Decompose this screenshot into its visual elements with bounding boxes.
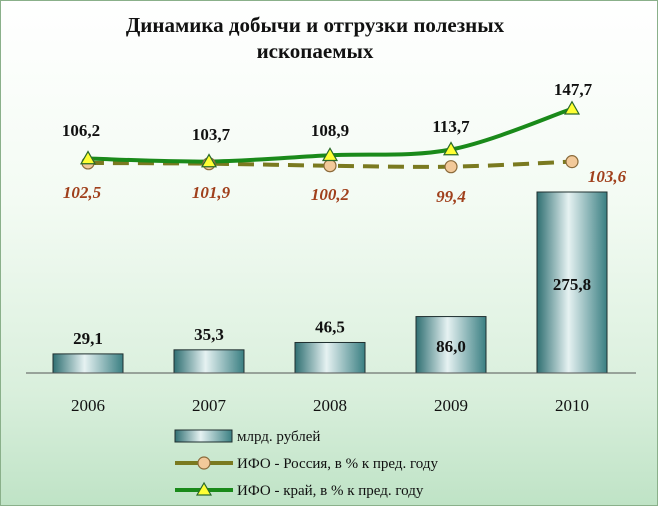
ifo-krai-label: 108,9 — [311, 121, 349, 140]
marker-ifo-krai — [563, 100, 581, 115]
legend-label: млрд. рублей — [237, 429, 320, 445]
bar-value-label: 35,3 — [194, 325, 224, 344]
marker-ifo-krai — [200, 153, 218, 168]
legend-swatch-bar — [174, 429, 233, 443]
bar-2006 — [52, 353, 124, 374]
ifo-russia-label: 100,2 — [311, 185, 350, 204]
marker-ifo-krai — [321, 147, 339, 162]
ifo-krai-label: 106,2 — [62, 121, 100, 140]
bar-value-label: 29,1 — [73, 329, 103, 348]
marker-ifo-krai — [442, 141, 460, 156]
line-ifo-russia — [87, 159, 573, 169]
bar-2010 — [536, 191, 608, 374]
bar-2007 — [173, 349, 245, 374]
bar-2009 — [415, 316, 487, 374]
ifo-russia-label: 102,5 — [63, 183, 102, 202]
legend-marker-ifo-krai — [195, 481, 213, 496]
legend: млрд. рублей ИФО - Россия, в % к пред. го… — [174, 429, 438, 499]
x-tick-label: 2008 — [313, 396, 347, 415]
bar-value-label: 46,5 — [315, 317, 345, 336]
chart-title-line-1: Динамика добычи и отгрузки полезных — [126, 13, 505, 37]
ifo-krai-label: 113,7 — [432, 117, 470, 136]
ifo-russia-label: 103,6 — [588, 167, 627, 186]
marker-ifo-russia — [323, 159, 337, 173]
ifo-russia-label: 101,9 — [192, 183, 231, 202]
x-tick-label: 2009 — [434, 396, 468, 415]
x-tick-label: 2007 — [192, 396, 227, 415]
ifo-krai-label: 103,7 — [192, 125, 231, 144]
legend-label: ИФО - Россия, в % к пред. году — [237, 456, 438, 472]
marker-ifo-russia — [565, 155, 579, 169]
legend-marker-ifo-russia — [197, 456, 211, 470]
marker-ifo-krai — [79, 150, 97, 165]
chart-title-line-2: ископаемых — [257, 39, 374, 63]
legend-label: ИФО - край, в % к пред. году — [237, 483, 424, 499]
line-series: 106,2 103,7 108,9 113,7 147,7 102,5 101,9 100,2… — [62, 80, 627, 206]
bar-value-label: 275,8 — [553, 275, 591, 294]
bar-series: 29,1 35,3 46,5 86,0 275,8 — [52, 191, 608, 374]
bar-value-label: 86,0 — [436, 337, 466, 356]
marker-ifo-russia — [444, 160, 458, 174]
x-tick-label: 2010 — [555, 396, 589, 415]
bar-2008 — [294, 341, 366, 374]
ifo-krai-label: 147,7 — [554, 80, 593, 99]
x-tick-label: 2006 — [71, 396, 105, 415]
x-axis-ticks: 2006 2007 2008 2009 2010 — [71, 396, 589, 415]
ifo-russia-label: 99,4 — [436, 187, 466, 206]
